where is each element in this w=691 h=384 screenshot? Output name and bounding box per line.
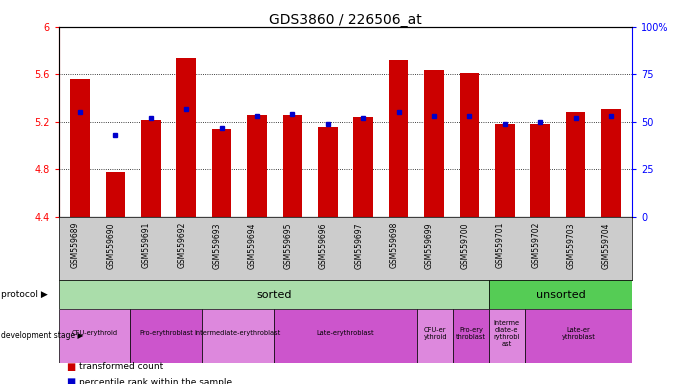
Bar: [524, 309, 632, 363]
Text: Pro-erythroblast: Pro-erythroblast: [140, 330, 193, 336]
Bar: [354, 117, 373, 217]
Text: GSM559700: GSM559700: [460, 222, 469, 268]
Text: GSM559694: GSM559694: [248, 222, 257, 268]
Bar: [417, 309, 453, 363]
Text: GSM559695: GSM559695: [283, 222, 292, 268]
Text: GSM559701: GSM559701: [496, 222, 505, 268]
Bar: [202, 309, 274, 363]
Bar: [59, 280, 489, 309]
Text: protocol ▶: protocol ▶: [1, 290, 48, 299]
Text: GSM559693: GSM559693: [213, 222, 222, 268]
Text: ■: ■: [66, 362, 75, 372]
Bar: [489, 309, 524, 363]
Bar: [141, 119, 160, 217]
Bar: [531, 124, 550, 217]
Text: GSM559698: GSM559698: [390, 222, 399, 268]
Bar: [389, 60, 408, 217]
Text: Late-er
ythroblast: Late-er ythroblast: [562, 327, 596, 340]
Text: GSM559697: GSM559697: [354, 222, 363, 268]
Bar: [212, 129, 231, 217]
Bar: [247, 115, 267, 217]
Text: percentile rank within the sample: percentile rank within the sample: [79, 377, 233, 384]
Text: Interme
diate-e
rythrobl
ast: Interme diate-e rythrobl ast: [493, 320, 520, 347]
Text: GSM559692: GSM559692: [177, 222, 186, 268]
Text: transformed count: transformed count: [79, 362, 164, 371]
Bar: [566, 113, 585, 217]
Bar: [131, 309, 202, 363]
Bar: [318, 127, 337, 217]
Text: Intermediate-erythroblast: Intermediate-erythroblast: [195, 330, 281, 336]
Text: GSM559696: GSM559696: [319, 222, 328, 268]
Bar: [489, 280, 632, 309]
Bar: [424, 70, 444, 217]
Bar: [176, 58, 196, 217]
Bar: [495, 124, 515, 217]
Bar: [601, 109, 621, 217]
Text: development stage ▶: development stage ▶: [1, 331, 84, 341]
Text: GSM559691: GSM559691: [142, 222, 151, 268]
Text: ■: ■: [66, 377, 75, 384]
Text: GSM559703: GSM559703: [567, 222, 576, 268]
Text: GDS3860 / 226506_at: GDS3860 / 226506_at: [269, 13, 422, 27]
Text: GSM559702: GSM559702: [531, 222, 540, 268]
Text: GSM559689: GSM559689: [71, 222, 80, 268]
Bar: [460, 73, 479, 217]
Text: GSM559699: GSM559699: [425, 222, 434, 268]
Text: Pro-ery
throblast: Pro-ery throblast: [456, 327, 486, 340]
Bar: [283, 115, 302, 217]
Text: sorted: sorted: [256, 290, 292, 300]
Bar: [453, 309, 489, 363]
Bar: [59, 309, 131, 363]
Text: GSM559690: GSM559690: [106, 222, 115, 268]
Text: GSM559704: GSM559704: [602, 222, 611, 268]
Text: Late-erythroblast: Late-erythroblast: [316, 330, 375, 336]
Text: unsorted: unsorted: [536, 290, 585, 300]
Bar: [274, 309, 417, 363]
Text: CFU-er
ythroid: CFU-er ythroid: [424, 327, 447, 340]
Text: CFU-erythroid: CFU-erythroid: [71, 330, 117, 336]
Bar: [70, 79, 90, 217]
Bar: [106, 172, 125, 217]
